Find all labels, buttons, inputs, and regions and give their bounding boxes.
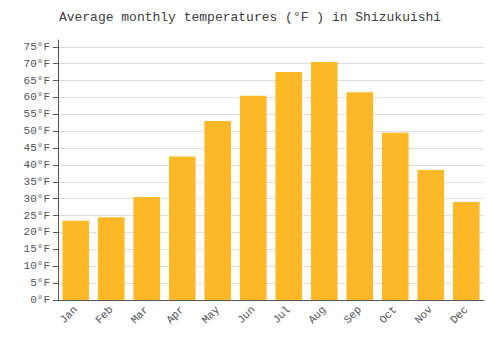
svg-text:45°F: 45°F [24, 142, 50, 154]
svg-text:0°F: 0°F [30, 294, 50, 306]
svg-text:70°F: 70°F [24, 58, 50, 70]
svg-text:May: May [200, 303, 223, 326]
svg-text:Average monthly temperatures (: Average monthly temperatures (°F ) in Sh… [59, 10, 441, 25]
svg-text:75°F: 75°F [24, 41, 50, 53]
svg-text:40°F: 40°F [24, 159, 50, 171]
svg-text:Mar: Mar [129, 304, 151, 326]
svg-text:65°F: 65°F [24, 75, 50, 87]
svg-text:20°F: 20°F [24, 226, 50, 238]
svg-text:Oct: Oct [377, 304, 399, 326]
svg-text:Sep: Sep [342, 304, 364, 326]
svg-text:Aug: Aug [306, 304, 328, 326]
svg-text:15°F: 15°F [24, 243, 50, 255]
svg-text:10°F: 10°F [24, 260, 50, 272]
svg-text:5°F: 5°F [30, 277, 50, 289]
svg-text:Feb: Feb [93, 304, 115, 326]
svg-text:Jun: Jun [235, 304, 257, 326]
svg-text:30°F: 30°F [24, 193, 50, 205]
svg-text:Jan: Jan [58, 304, 80, 326]
svg-text:Apr: Apr [164, 304, 186, 326]
svg-text:35°F: 35°F [24, 176, 50, 188]
svg-text:Jul: Jul [271, 304, 293, 326]
svg-text:50°F: 50°F [24, 125, 50, 137]
svg-text:60°F: 60°F [24, 91, 50, 103]
svg-text:Nov: Nov [413, 303, 436, 326]
svg-text:Dec: Dec [448, 304, 470, 326]
svg-text:25°F: 25°F [24, 210, 50, 222]
svg-text:55°F: 55°F [24, 108, 50, 120]
